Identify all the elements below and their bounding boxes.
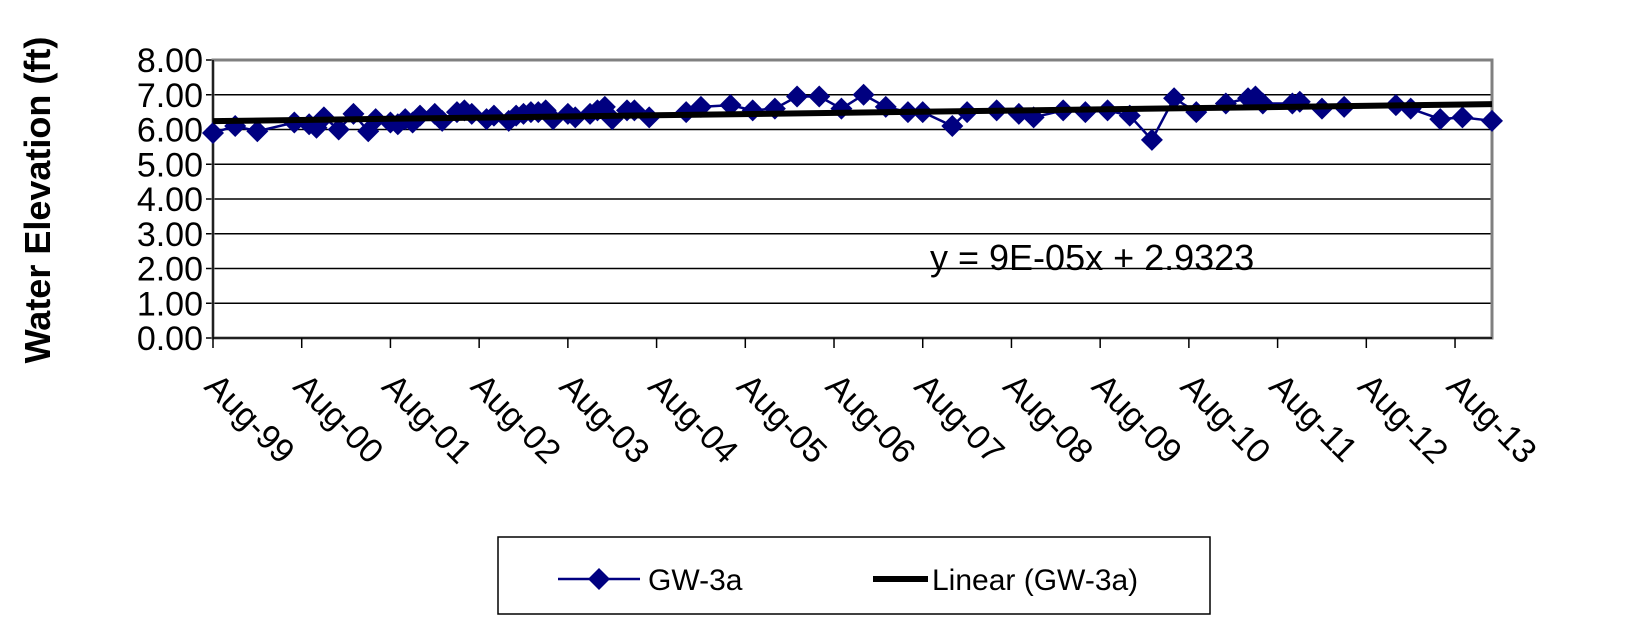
x-tick-label: Aug-08 [996, 367, 1100, 471]
marker [1185, 101, 1208, 124]
marker [1481, 109, 1503, 132]
marker [786, 85, 809, 108]
marker [1399, 97, 1422, 120]
y-tick-label: 7.00 [137, 77, 203, 115]
marker [1451, 106, 1474, 129]
x-tick-label: Aug-07 [907, 367, 1011, 471]
y-axis-title: Water Elevation (ft) [17, 37, 58, 364]
legend-label: GW-3a [648, 564, 743, 597]
x-tick-label: Aug-99 [197, 367, 301, 471]
y-tick-label: 2.00 [137, 251, 203, 289]
marker [1214, 92, 1237, 115]
x-tick-label: Aug-04 [641, 367, 745, 471]
y-tick-label: 5.00 [137, 146, 203, 184]
y-tick-label: 1.00 [137, 285, 203, 323]
marker [830, 97, 853, 120]
x-tick-label: Aug-05 [730, 367, 834, 471]
x-tick-label: Aug-01 [375, 367, 479, 471]
legend-box [497, 536, 1211, 615]
x-tick-label: Aug-06 [818, 367, 922, 471]
x-tick-label: Aug-03 [552, 367, 656, 471]
y-tick-label: 6.00 [137, 112, 203, 150]
y-tick-label: 8.00 [137, 42, 203, 80]
x-tick-label: Aug-11 [1262, 367, 1365, 470]
marker [1429, 108, 1452, 131]
marker [1163, 87, 1186, 110]
marker [1140, 128, 1163, 151]
marker [808, 85, 831, 108]
trend-equation: y = 9E-05x + 2.9323 [930, 237, 1254, 278]
marker [327, 118, 350, 141]
y-tick-label: 3.00 [137, 216, 203, 254]
trend-line [212, 101, 1493, 125]
marker [941, 115, 964, 138]
x-tick-label: Aug-13 [1439, 367, 1543, 471]
x-tick-label: Aug-00 [286, 367, 390, 471]
marker [852, 83, 875, 106]
y-tick-label: 0.00 [137, 320, 203, 358]
marker [202, 121, 224, 144]
marker [719, 94, 742, 117]
x-tick-label: Aug-09 [1085, 367, 1189, 471]
y-tick-label: 4.00 [137, 181, 203, 219]
x-tick-label: Aug-12 [1351, 367, 1455, 471]
x-tick-label: Aug-02 [463, 367, 567, 471]
legend-marker [588, 568, 610, 590]
x-tick-label: Aug-10 [1173, 367, 1277, 471]
marker [741, 99, 764, 122]
legend-label: Linear (GW-3a) [932, 564, 1138, 597]
marker [246, 120, 269, 143]
